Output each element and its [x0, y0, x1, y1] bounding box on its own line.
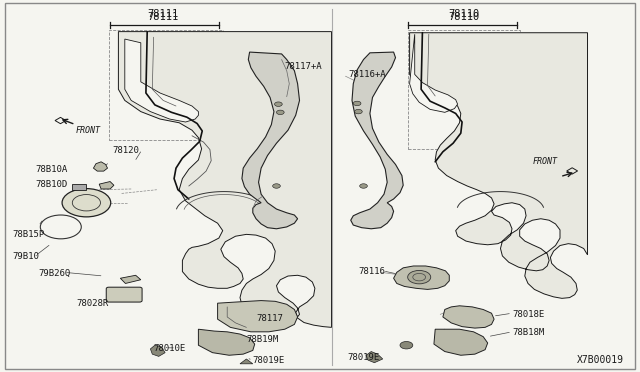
Polygon shape — [366, 352, 383, 363]
Bar — [109, 30, 223, 140]
Polygon shape — [242, 52, 300, 229]
Circle shape — [275, 102, 282, 106]
Text: FRONT: FRONT — [533, 157, 558, 166]
Text: 78019E: 78019E — [253, 356, 285, 365]
Text: 78111: 78111 — [148, 9, 179, 19]
Text: 78116+A: 78116+A — [349, 70, 387, 79]
Circle shape — [273, 184, 280, 188]
Text: 78B10D: 78B10D — [35, 180, 67, 189]
Circle shape — [353, 101, 361, 106]
Bar — [72, 184, 86, 190]
Text: 78111: 78111 — [148, 12, 179, 22]
Circle shape — [408, 270, 431, 284]
Text: 78B10A: 78B10A — [35, 165, 67, 174]
Text: 78B18M: 78B18M — [512, 328, 544, 337]
Text: X7B00019: X7B00019 — [577, 355, 624, 365]
Text: 78B19M: 78B19M — [246, 335, 278, 344]
Bar — [567, 168, 577, 174]
Polygon shape — [351, 52, 403, 229]
FancyBboxPatch shape — [106, 287, 142, 302]
Text: 78B15P: 78B15P — [13, 230, 45, 239]
Text: 79B26Q: 79B26Q — [38, 269, 70, 278]
Text: 78117: 78117 — [256, 314, 283, 323]
Text: 78116: 78116 — [358, 267, 385, 276]
Text: 79B10: 79B10 — [13, 252, 40, 261]
Circle shape — [400, 341, 413, 349]
Polygon shape — [394, 266, 449, 289]
Polygon shape — [198, 329, 255, 355]
Polygon shape — [410, 34, 458, 112]
Text: 78010E: 78010E — [154, 344, 186, 353]
Polygon shape — [434, 329, 488, 355]
Polygon shape — [150, 345, 165, 356]
Text: 78110: 78110 — [449, 12, 479, 22]
Text: 78120: 78120 — [112, 146, 139, 155]
Circle shape — [62, 189, 111, 217]
Text: 78019E: 78019E — [348, 353, 380, 362]
Polygon shape — [99, 182, 114, 189]
Text: 78028R: 78028R — [77, 299, 109, 308]
Circle shape — [276, 110, 284, 115]
Polygon shape — [118, 32, 332, 327]
Text: 78110: 78110 — [449, 9, 479, 19]
Polygon shape — [218, 301, 298, 332]
Circle shape — [355, 109, 362, 114]
Text: 78117+A: 78117+A — [285, 62, 323, 71]
Text: FRONT: FRONT — [76, 126, 100, 135]
Polygon shape — [443, 306, 494, 328]
Polygon shape — [240, 359, 253, 364]
Text: 78018E: 78018E — [512, 310, 544, 319]
Bar — [408, 30, 520, 149]
Polygon shape — [120, 275, 141, 283]
Polygon shape — [93, 162, 108, 171]
Polygon shape — [125, 39, 198, 122]
Polygon shape — [410, 33, 588, 298]
Bar — [55, 118, 66, 124]
Circle shape — [360, 184, 367, 188]
